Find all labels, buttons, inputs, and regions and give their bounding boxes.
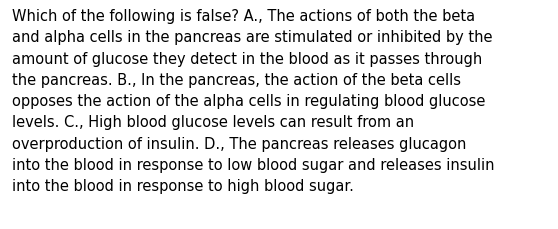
Text: Which of the following is false? A., The actions of both the beta
and alpha cell: Which of the following is false? A., The…: [12, 9, 495, 193]
